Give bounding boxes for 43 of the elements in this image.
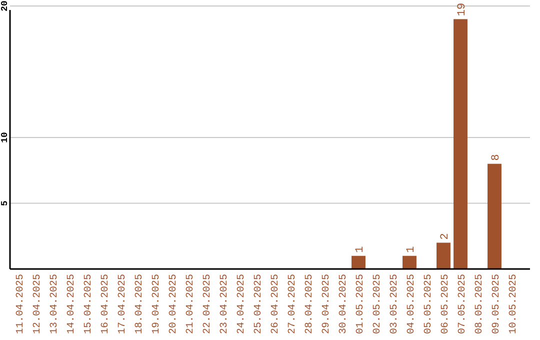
x-tick-label: 15.04.2025 [84, 274, 94, 334]
y-tick-label: 5 [0, 200, 10, 206]
x-tick-label: 01.05.2025 [356, 274, 366, 334]
x-tick-label: 10.05.2025 [508, 274, 520, 334]
x-tick-label: 26.04.2025 [270, 274, 282, 334]
x-tick-label: 02.05.2025 [372, 274, 384, 334]
bar [402, 256, 416, 269]
x-tick-label: 14.04.2025 [66, 274, 78, 334]
x-tick-label: 24.04.2025 [236, 274, 248, 334]
x-tick-label: 21.04.2025 [186, 274, 196, 334]
bar [488, 164, 502, 269]
y-tick-label: 10 [0, 132, 10, 143]
x-tick-label: 08.05.2025 [474, 274, 486, 334]
x-tick-label: 09.05.2025 [492, 274, 502, 334]
data-label: 19 [456, 2, 468, 16]
data-label: 1 [406, 246, 418, 253]
x-tick-label: 12.04.2025 [32, 274, 44, 334]
x-tick-label: 20.04.2025 [168, 274, 180, 334]
x-tick-label: 23.04.2025 [220, 274, 230, 334]
x-tick-label: 30.04.2025 [338, 274, 350, 334]
x-tick-label: 17.04.2025 [118, 274, 128, 334]
x-tick-label: 11.04.2025 [16, 274, 26, 334]
bar [436, 242, 450, 269]
data-label: 8 [490, 154, 502, 161]
x-tick-label: 13.04.2025 [50, 274, 60, 334]
data-label: 2 [440, 233, 452, 240]
x-tick-label: 05.05.2025 [424, 274, 434, 334]
data-label: 1 [354, 246, 366, 253]
x-tick-label: 28.04.2025 [304, 274, 316, 334]
x-tick-label: 03.05.2025 [390, 274, 400, 334]
x-tick-label: 18.04.2025 [134, 274, 146, 334]
bar [352, 256, 366, 269]
x-tick-label: 06.05.2025 [440, 274, 452, 334]
y-tick-label: 20 [0, 0, 10, 12]
x-tick-label: 16.04.2025 [100, 274, 112, 334]
x-tick-label: 04.05.2025 [406, 274, 418, 334]
x-tick-label: 27.04.2025 [288, 274, 298, 334]
x-tick-label: 22.04.2025 [202, 274, 214, 334]
x-tick-label: 25.04.2025 [254, 274, 264, 334]
bar [454, 19, 468, 269]
x-tick-label: 07.05.2025 [458, 274, 468, 334]
x-tick-label: 19.04.2025 [152, 274, 162, 334]
x-tick-label: 29.04.2025 [322, 274, 332, 334]
